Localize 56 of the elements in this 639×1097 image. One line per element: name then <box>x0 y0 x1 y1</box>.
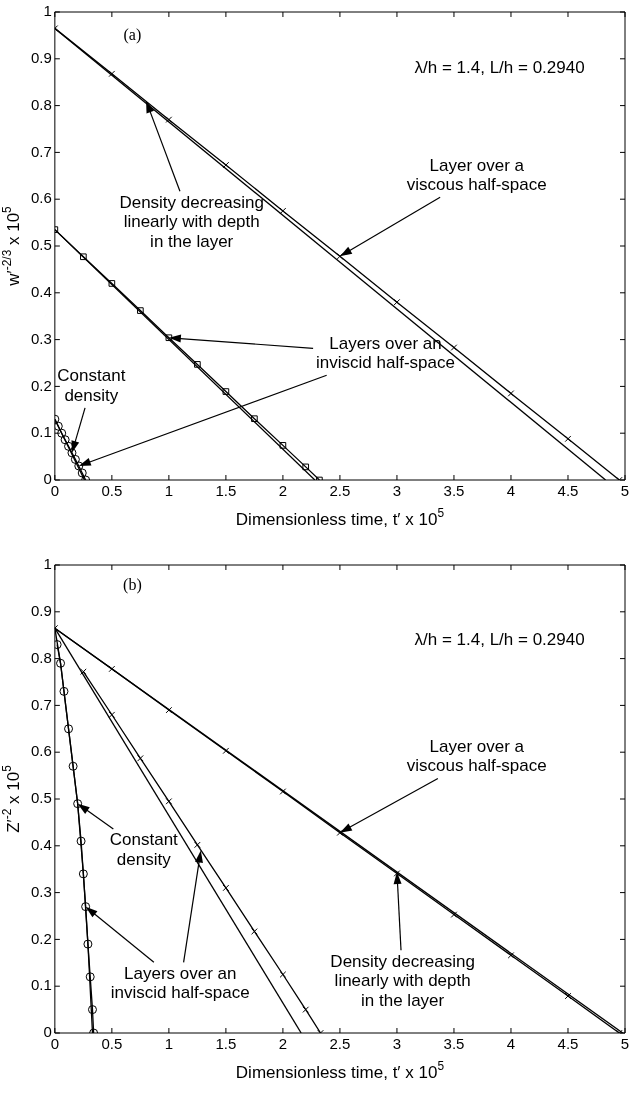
y-tick-label: 1 <box>43 555 52 573</box>
annotation: Density decreasing linearly with depth in the layer <box>119 192 264 251</box>
annotation: Layer over a viscous half-space <box>406 155 547 195</box>
x-tick-label: 4 <box>506 482 516 500</box>
y-tick-label: 0 <box>43 470 52 488</box>
x-tick-label: 3 <box>392 482 402 500</box>
annotation: Constant density <box>109 830 179 869</box>
x-tick-label: 4.5 <box>557 482 579 500</box>
x-tick-label: 4 <box>506 1035 516 1053</box>
y-tick-label: 0.1 <box>30 976 52 994</box>
y-tick-label: 0.4 <box>30 282 52 300</box>
annotation: Constant density <box>57 366 126 405</box>
y-tick-label: 1 <box>43 2 52 20</box>
y-tick-label: 0 <box>43 1023 52 1041</box>
y-tick-label: 0.5 <box>30 789 52 807</box>
y-axis-title: Z′-2 x 105 <box>0 764 23 833</box>
x-tick-label: 2 <box>278 482 288 500</box>
y-tick-label: 0.4 <box>30 835 52 853</box>
y-tick-label: 0.5 <box>30 236 52 254</box>
annotation: Layers over an inviscid half-space <box>316 333 455 373</box>
x-tick-label: 0.5 <box>101 1035 123 1053</box>
annotation: λ/h = 1.4, L/h = 0.2940 <box>414 57 585 77</box>
y-tick-label: 0.7 <box>30 142 52 160</box>
y-tick-label: 0.7 <box>30 695 52 713</box>
annotation: Density decreasing linearly with depth in the layer <box>330 951 475 1010</box>
x-tick-label: 0.5 <box>101 482 123 500</box>
annotation: λ/h = 1.4, L/h = 0.2940 <box>414 629 585 649</box>
x-tick-label: 1 <box>164 1035 174 1053</box>
x-tick-label: 2 <box>278 1035 288 1053</box>
x-tick-label: 3.5 <box>443 1035 465 1053</box>
x-tick-label: 4.5 <box>557 1035 579 1053</box>
y-tick-label: 0.6 <box>30 189 52 207</box>
x-tick-label: 1.5 <box>215 1035 237 1053</box>
x-tick-label: 1.5 <box>215 482 237 500</box>
y-tick-label: 0.9 <box>30 48 52 66</box>
x-tick-label: 5 <box>620 482 630 500</box>
x-tick-label: 3.5 <box>443 482 465 500</box>
y-axis-title: w′-2/3 x 105 <box>0 205 23 287</box>
y-tick-label: 0.1 <box>30 423 52 441</box>
x-tick-label: 3 <box>392 1035 402 1053</box>
annotation: (a) <box>123 25 142 44</box>
y-tick-label: 0.3 <box>30 882 52 900</box>
x-tick-label: 1 <box>164 482 174 500</box>
x-tick-label: 2.5 <box>329 1035 351 1053</box>
y-tick-label: 0.9 <box>30 601 52 619</box>
y-tick-label: 0.8 <box>30 648 52 666</box>
y-tick-label: 0.3 <box>30 329 52 347</box>
y-tick-label: 0.6 <box>30 742 52 760</box>
y-tick-label: 0.2 <box>30 929 52 947</box>
x-tick-label: 5 <box>620 1035 630 1053</box>
annotation: Layers over an inviscid half-space <box>110 963 250 1003</box>
annotation: (b) <box>123 576 142 595</box>
y-tick-label: 0.2 <box>30 376 52 394</box>
x-tick-label: 2.5 <box>329 482 351 500</box>
y-tick-label: 0.8 <box>30 95 52 113</box>
annotation: Layer over a viscous half-space <box>406 736 547 776</box>
